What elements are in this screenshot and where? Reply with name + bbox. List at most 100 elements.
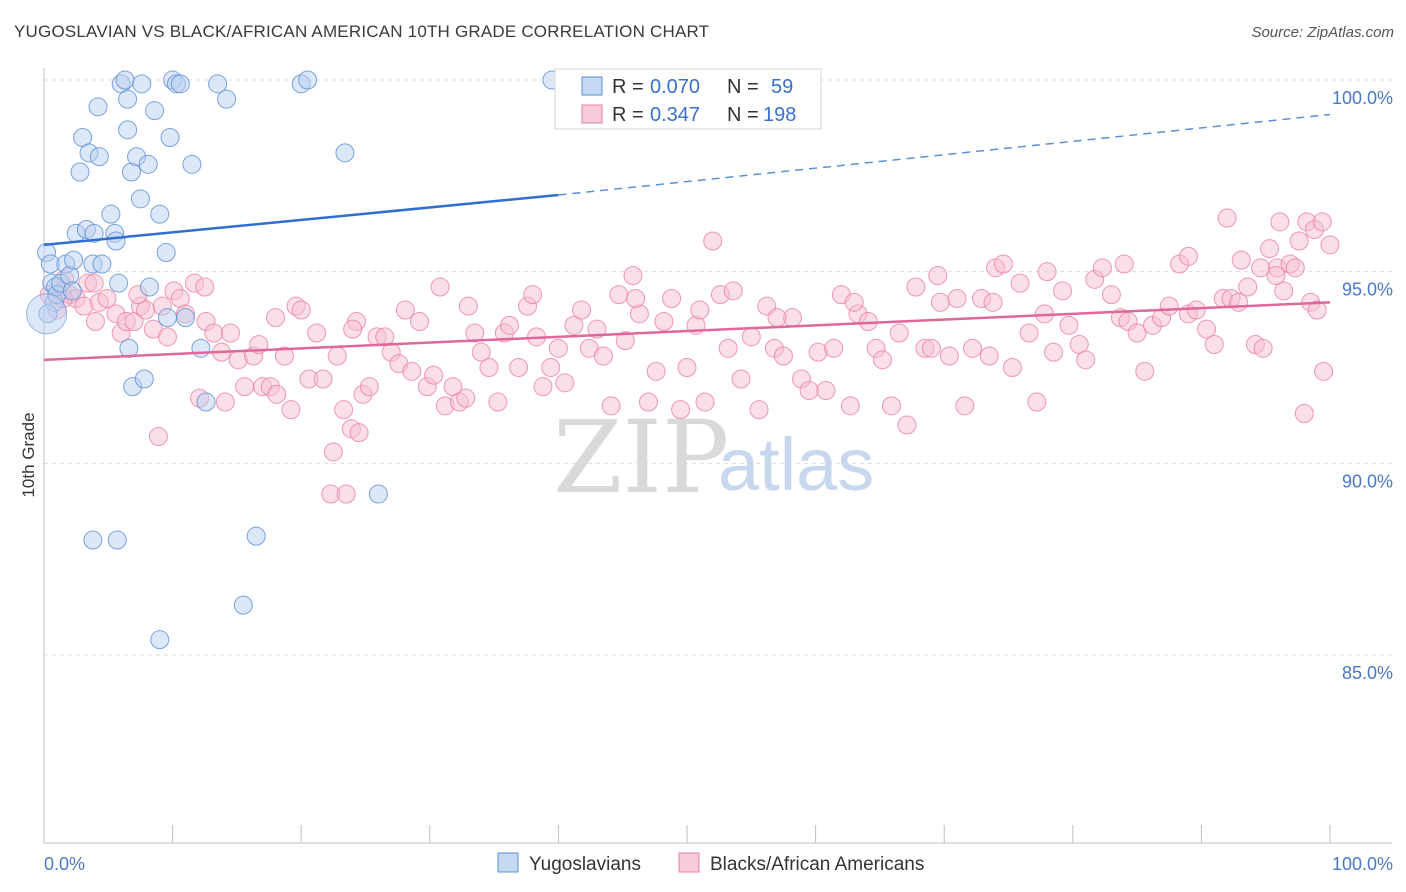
point-yugoslavians [175,308,195,328]
point-yugoslavians [335,143,355,163]
x-tick-labels: 0.0% 100.0% [44,854,1393,874]
point-blacks [1159,296,1179,316]
point-blacks [741,327,761,347]
point-blacks [148,427,168,446]
point-blacks [471,342,491,362]
bottom-legend-swatch-blacks [678,852,700,873]
point-yugoslavians [107,530,127,550]
point-blacks [1101,285,1121,305]
point-blacks [424,365,444,385]
point-blacks [731,369,751,389]
y-tick-label: 100.0% [1332,88,1393,108]
legend-n-value-2: 198 [763,104,796,126]
point-blacks [313,369,333,389]
chart-title: YUGOSLAVIAN VS BLACK/AFRICAN AMERICAN 10… [14,22,710,41]
point-yugoslavians [70,162,90,182]
point-blacks [1127,323,1147,343]
point-yugoslavians [88,97,108,117]
point-blacks [889,323,909,343]
point-yugoslavians [92,254,112,274]
point-blacks [979,346,999,366]
bottom-legend-blacks: Blacks/African Americans [710,854,924,875]
point-blacks [654,312,674,331]
point-blacks [626,289,646,308]
bottom-legend-swatch-yugoslavians [497,852,519,873]
point-blacks [1307,300,1327,320]
point-blacks [274,346,294,366]
series-yugoslavians-points [26,70,562,650]
trend-blacks [43,301,1331,362]
point-blacks [623,266,643,285]
point-blacks [767,308,787,328]
point-blacks [359,377,379,397]
point-yugoslavians [134,369,154,389]
y-tick-labels: 100.0% 95.0% 90.0% 85.0% [1332,88,1393,683]
legend-r-label-1: R = [612,76,644,98]
point-blacks [1059,315,1079,335]
point-blacks [947,289,967,308]
legend-swatch-yugoslavians [581,76,603,96]
point-blacks [84,273,104,293]
point-blacks [1019,323,1039,343]
trend-yugoslavians-solid [43,193,559,247]
point-yugoslavians [157,308,177,328]
point-blacks [509,358,529,377]
point-blacks [601,396,621,416]
point-yugoslavians [119,338,139,358]
point-blacks [1217,208,1237,228]
point-blacks [500,315,520,335]
point-yugoslavians [101,204,121,224]
point-blacks [343,319,363,339]
point-yugoslavians [106,231,126,251]
point-yugoslavians [246,526,266,546]
point-blacks [395,300,415,320]
watermark-zip: ZIP [553,399,729,516]
point-blacks [671,400,691,420]
point-blacks [307,323,327,343]
legend-r-value-2: 0.347 [650,104,700,126]
point-blacks [1044,342,1064,362]
point-blacks [1092,258,1112,278]
point-yugoslavians [109,273,129,293]
point-yugoslavians [233,595,253,615]
point-blacks [1179,246,1199,266]
y-axis-label: 10th Grade [19,412,38,497]
point-blacks [430,277,450,297]
point-blacks [195,277,215,297]
point-yugoslavians-large [26,293,68,335]
legend-r-value-1: 0.070 [650,76,700,98]
point-blacks [281,400,301,420]
point-blacks [593,346,613,366]
point-blacks [523,285,543,305]
point-yugoslavians [160,128,180,147]
y-tick-label: 90.0% [1342,471,1393,491]
point-blacks [638,392,658,412]
point-blacks [456,388,476,408]
point-blacks [97,289,117,308]
point-blacks [930,292,950,312]
point-yugoslavians [208,74,228,94]
point-blacks [1027,392,1047,412]
point-blacks [479,358,499,377]
point-blacks [1197,319,1217,339]
point-blacks [1285,258,1305,278]
point-blacks [723,281,743,301]
point-blacks [1204,335,1224,354]
series-legend: Yugoslavians Blacks/African Americans [497,852,924,875]
legend-n-value-1: 59 [771,76,793,98]
point-yugoslavians [156,243,176,262]
point-blacks [773,346,793,366]
point-yugoslavians [196,392,216,412]
point-yugoslavians [130,189,150,209]
point-blacks [85,312,105,331]
point-yugoslavians [89,147,109,167]
point-blacks [897,415,917,435]
point-blacks [1251,258,1271,278]
point-blacks [157,327,177,347]
point-yugoslavians [118,120,138,140]
y-tick-label: 85.0% [1342,663,1393,683]
series-blacks-points [39,208,1340,504]
point-yugoslavians [139,277,159,297]
point-blacks [291,300,311,320]
point-blacks [1260,239,1280,259]
